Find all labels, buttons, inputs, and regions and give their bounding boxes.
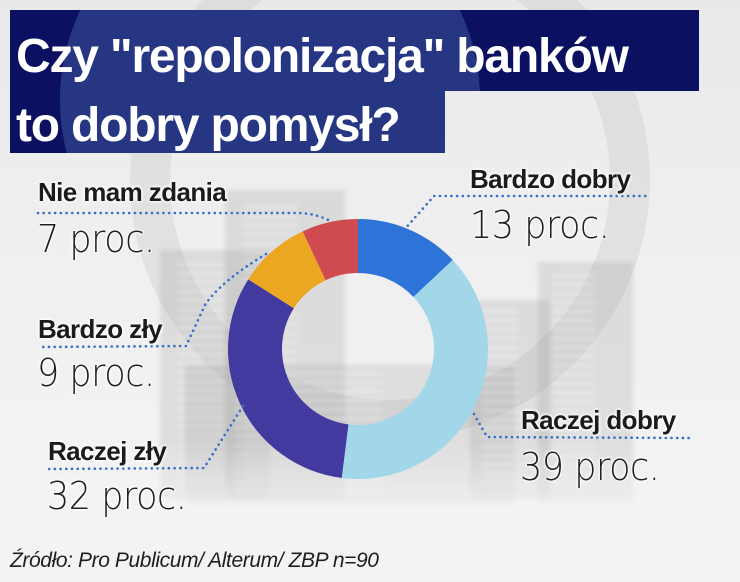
source-note: Źródło: Pro Publicum/ Alterum/ ZBP n=90: [10, 549, 379, 572]
title-background-line2: [10, 91, 445, 153]
value-bardzo-dobry: 13 proc.: [470, 203, 610, 247]
value-raczej-zly: 32 proc.: [47, 474, 187, 518]
label-bardzo-zly: Bardzo zły: [38, 314, 163, 344]
donut-segment-bardzo-dobry: [358, 219, 453, 297]
leader-line-bardzo-zly: [36, 252, 268, 349]
title-background-line1: [10, 10, 699, 91]
leader-line-raczej-zly: [46, 404, 245, 471]
value-bardzo-zly: 9 proc.: [37, 351, 155, 395]
donut-segments: [227, 219, 489, 479]
label-raczej-dobry: Raczej dobry: [521, 405, 676, 435]
value-nie-mam-zdania: 7 proc.: [37, 217, 155, 261]
value-raczej-dobry: 39 proc.: [520, 445, 660, 489]
chart-title-line2: to dobry pomysł?: [16, 99, 401, 152]
leader-lines: [36, 194, 692, 471]
donut-segment-raczej-zły: [227, 279, 349, 478]
leader-line-bardzo-dobry: [402, 194, 648, 232]
donut-segment-nie-mam-zdania: [302, 219, 358, 281]
label-nie-mam-zdania: Nie mam zdania: [38, 177, 227, 207]
label-bardzo-dobry: Bardzo dobry: [470, 164, 631, 194]
donut-segment-bardzo-zły: [248, 231, 326, 309]
leader-line-nie-mam-zdania: [36, 211, 334, 224]
chart-title-line1: Czy "repolonizacja" banków: [16, 30, 629, 83]
donut-segment-raczej-dobry: [341, 260, 489, 479]
label-raczej-zly: Raczej zły: [48, 436, 167, 466]
